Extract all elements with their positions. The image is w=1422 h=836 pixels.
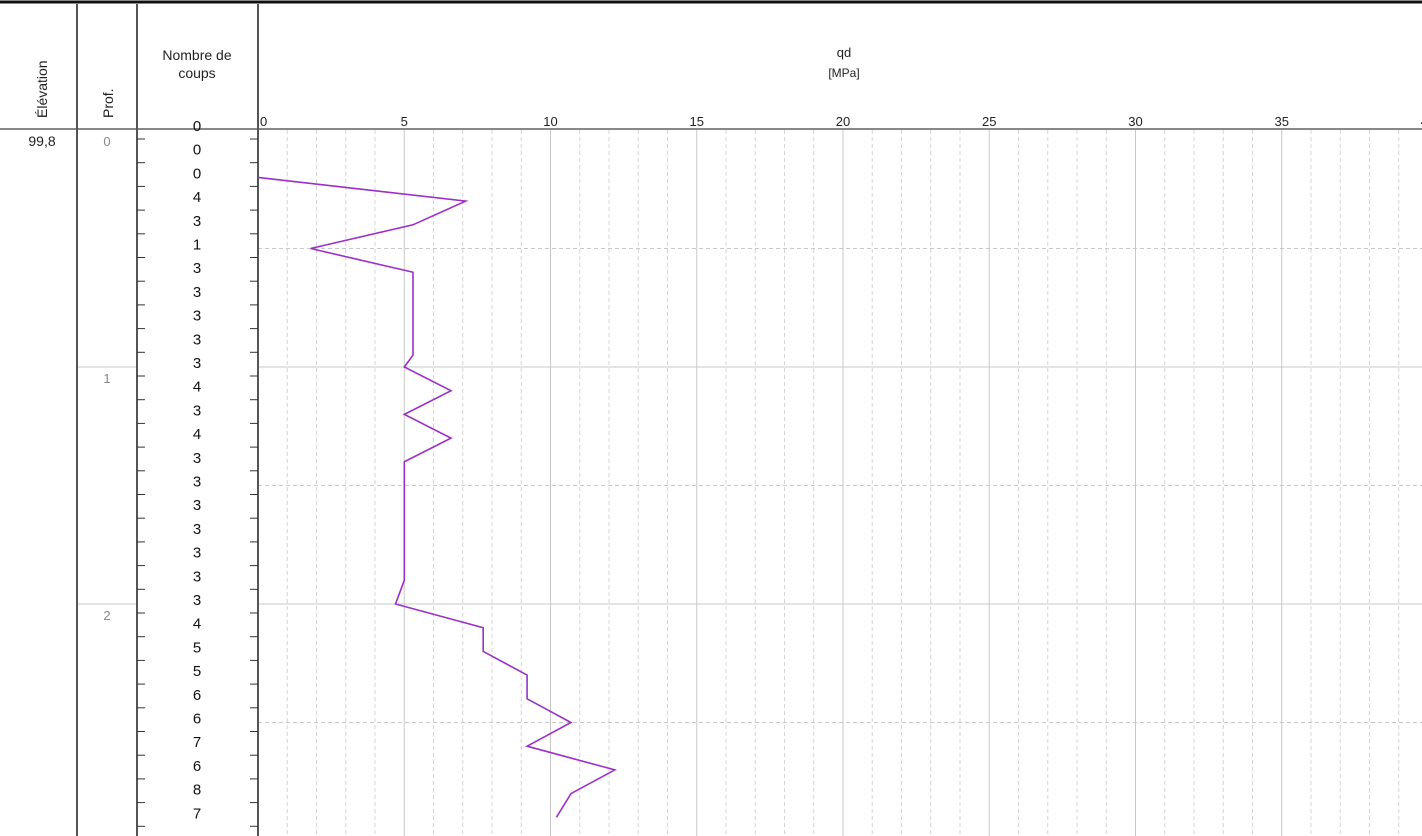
blow-count-label: 6 xyxy=(193,758,201,775)
blow-count-label: 7 xyxy=(193,734,201,751)
grid-layer xyxy=(77,130,1422,836)
blow-count-label: 3 xyxy=(193,355,201,372)
elevation-header: Élévation xyxy=(34,60,50,118)
qd-axis-unit: [MPa] xyxy=(828,66,859,80)
blows-header-line1: Nombre de xyxy=(162,47,231,63)
x-tick-label: 25 xyxy=(982,114,996,129)
elevation-value: 99,8 xyxy=(28,133,55,149)
blow-count-label: 4 xyxy=(193,379,201,396)
x-tick-label: 10 xyxy=(543,114,557,129)
blow-count-label: 3 xyxy=(193,284,201,301)
blow-count-label: 3 xyxy=(193,331,201,348)
blow-count-label: 3 xyxy=(193,213,201,230)
x-tick-label: 35 xyxy=(1275,114,1289,129)
blow-count-label: 0 xyxy=(193,118,201,135)
blow-count-labels: 0 0 0 4 3 1 3 3 3 3 3 4 3 4 3 3 3 3 3 3 3 4 5 5 6 6 7 6 8 7 xyxy=(193,118,201,822)
blow-count-label: 3 xyxy=(193,402,201,419)
blow-count-label: 3 xyxy=(193,592,201,609)
blow-count-label: 0 xyxy=(193,142,201,159)
blow-count-label: 4 xyxy=(193,426,201,443)
x-axis-ticks: 0 5 10 15 20 25 30 35 40 xyxy=(260,114,1422,129)
depth-header: Prof. xyxy=(100,88,116,118)
blow-count-label: 4 xyxy=(193,616,201,633)
blow-count-label: 3 xyxy=(193,521,201,538)
blow-count-label: 3 xyxy=(193,568,201,585)
column-headers: Élévation Prof. Nombre de coups qd [MPa] xyxy=(34,45,860,118)
depth-labels: 0 1 2 xyxy=(103,134,110,623)
x-tick-label: 5 xyxy=(401,114,408,129)
x-tick-label: 15 xyxy=(690,114,704,129)
blow-count-label: 3 xyxy=(193,474,201,491)
depth-label: 0 xyxy=(103,134,110,149)
depth-label: 2 xyxy=(103,608,110,623)
blow-count-label: 7 xyxy=(193,805,201,822)
blow-count-label: 3 xyxy=(193,260,201,277)
qd-axis-title: qd xyxy=(837,45,851,60)
blow-count-label: 3 xyxy=(193,497,201,514)
blow-count-label: 1 xyxy=(193,237,201,254)
depth-label: 1 xyxy=(103,371,110,386)
blow-count-label: 8 xyxy=(193,782,201,799)
x-tick-label: 30 xyxy=(1128,114,1142,129)
blow-count-label: 4 xyxy=(193,189,201,206)
blow-count-label: 3 xyxy=(193,450,201,467)
blow-count-label: 3 xyxy=(193,308,201,325)
x-tick-label: 0 xyxy=(260,114,267,129)
blow-count-label: 5 xyxy=(193,663,201,680)
blow-count-label: 0 xyxy=(193,165,201,182)
series-layer xyxy=(257,176,617,818)
blow-count-label: 3 xyxy=(193,545,201,562)
blow-count-label: 6 xyxy=(193,711,201,728)
blows-header-line2: coups xyxy=(178,65,215,81)
blow-count-label: 6 xyxy=(193,687,201,704)
qd-series-line xyxy=(257,176,617,818)
x-tick-label: 40 xyxy=(1421,114,1422,129)
x-tick-label: 20 xyxy=(836,114,850,129)
blow-count-label: 5 xyxy=(193,639,201,656)
